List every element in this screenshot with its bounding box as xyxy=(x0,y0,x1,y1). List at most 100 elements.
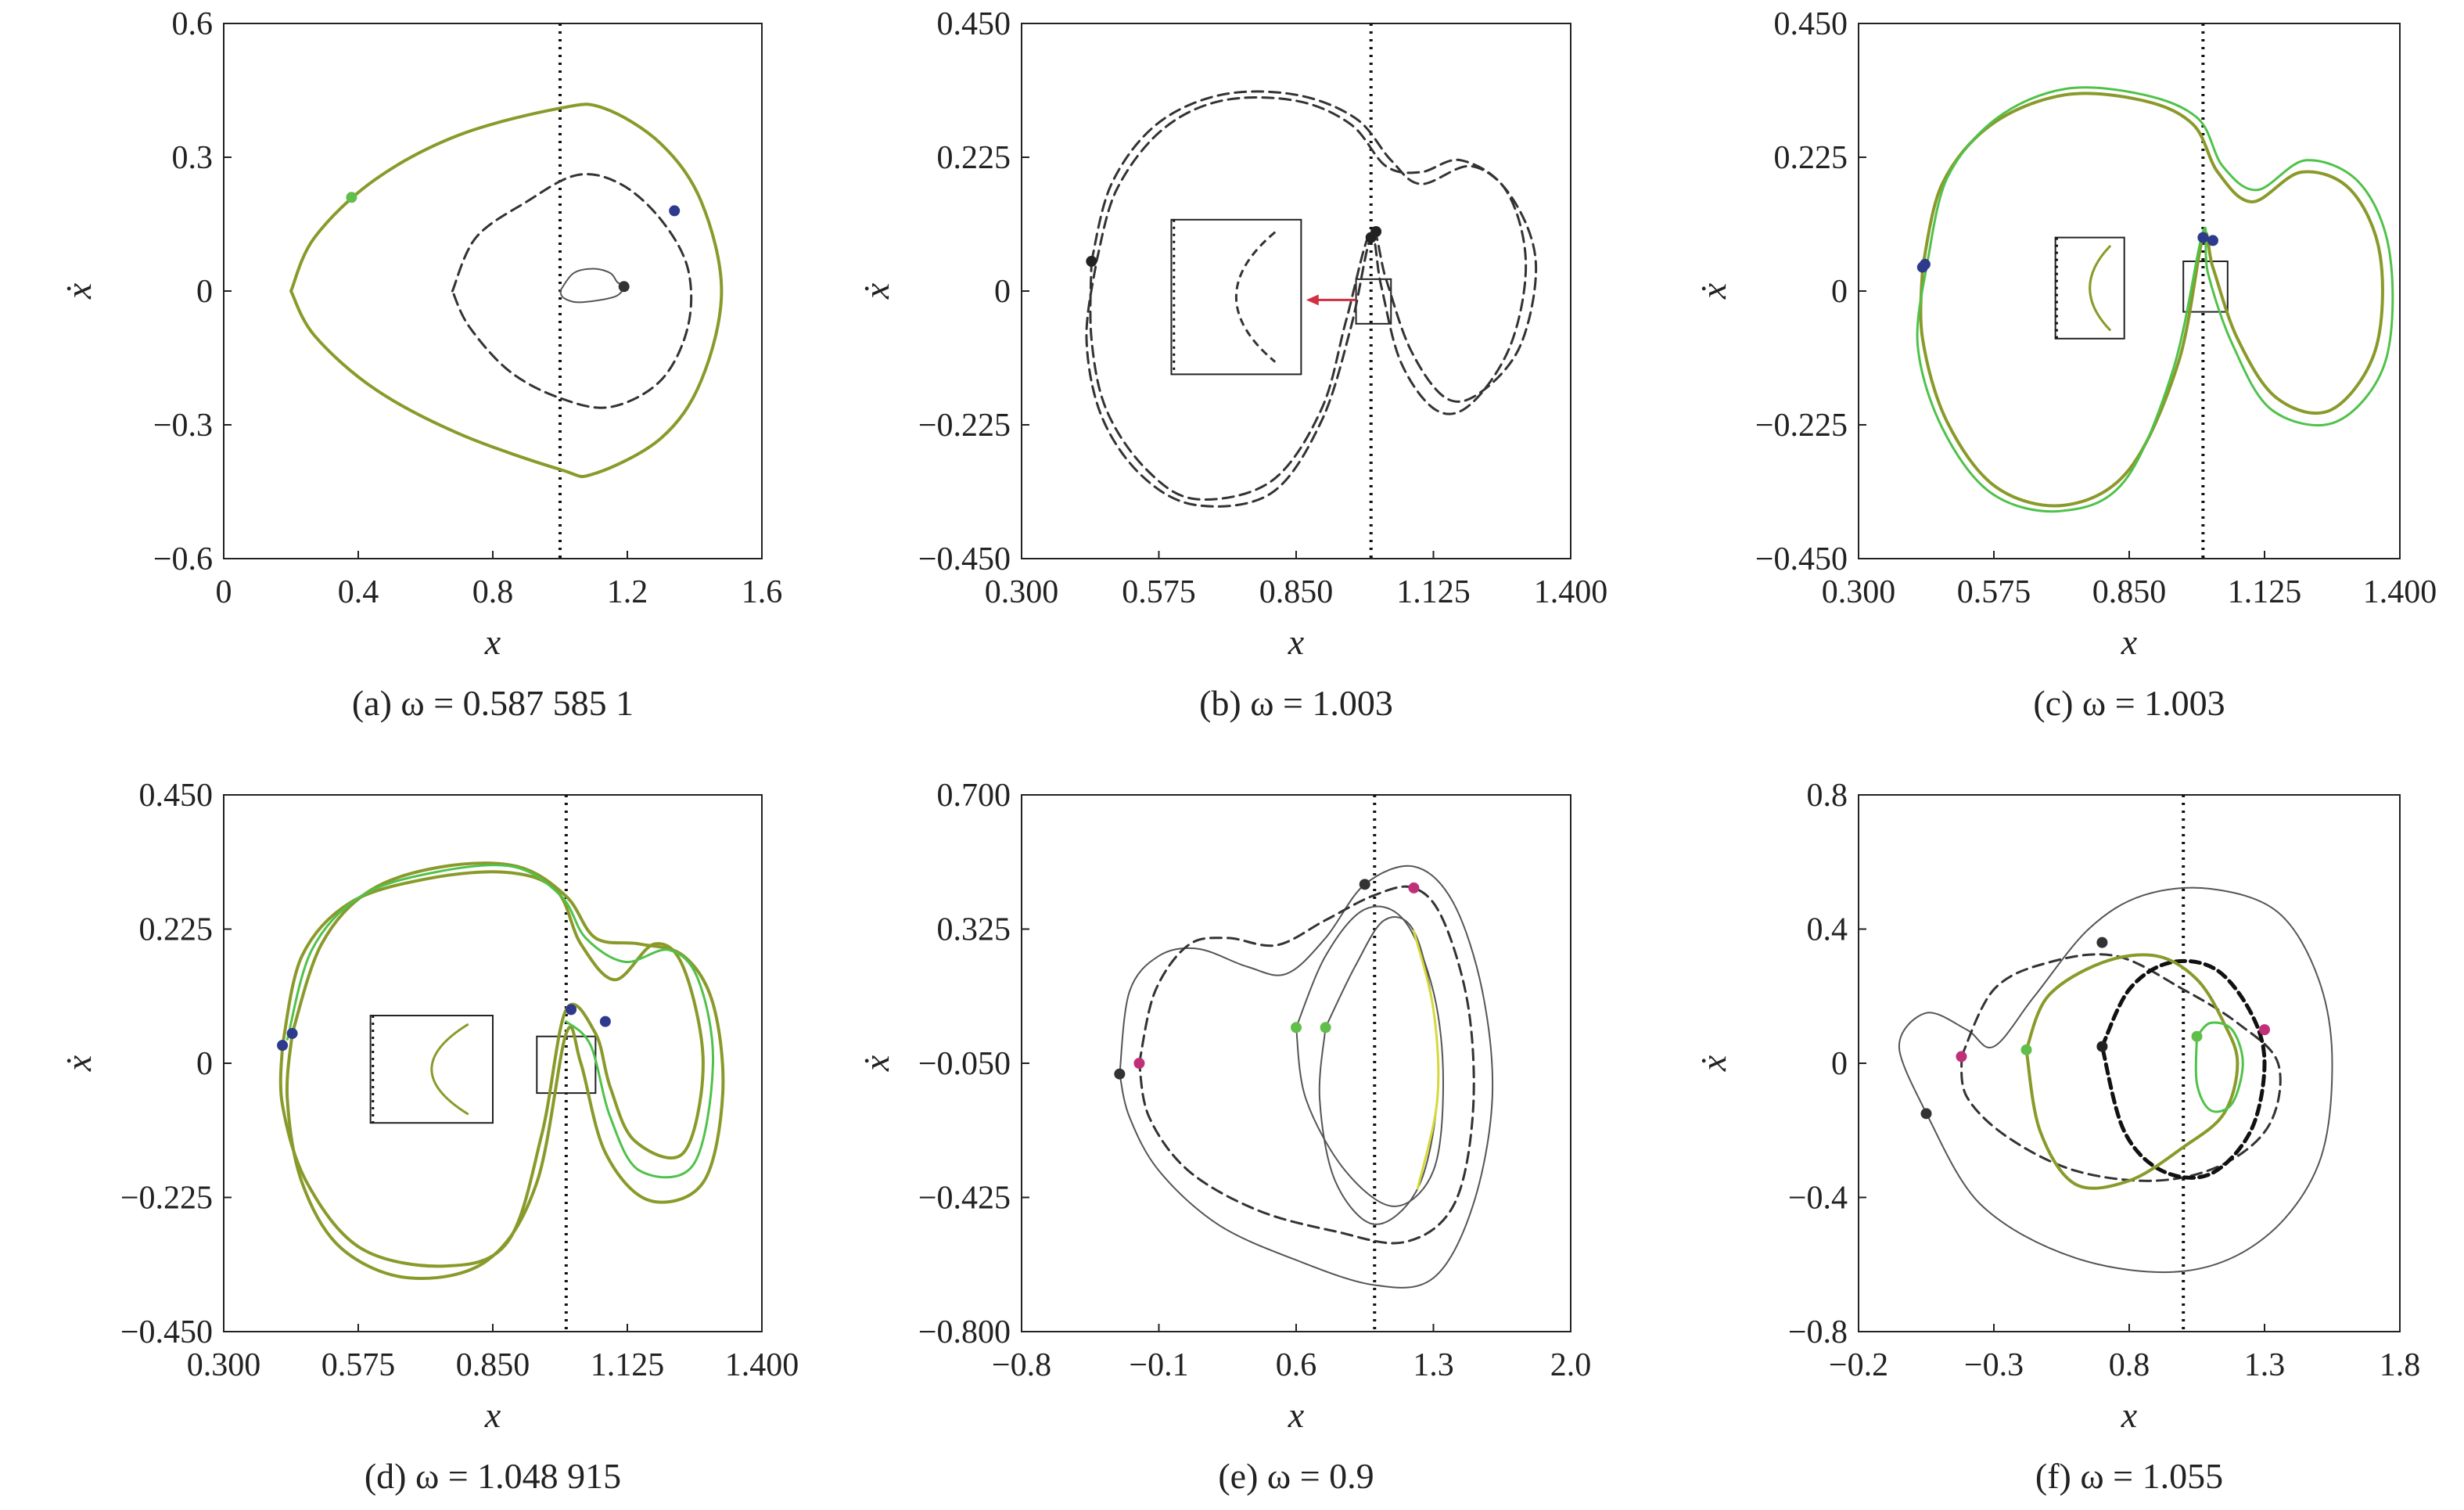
y-tick-label: −0.450 xyxy=(120,1314,213,1350)
x-axis-label: x xyxy=(484,1395,501,1435)
y-tick-label: 0.225 xyxy=(1774,140,1848,176)
y-tick-label: −0.225 xyxy=(120,1181,213,1217)
y-tick-label: −0.450 xyxy=(918,541,1011,577)
y-tick-label: −0.6 xyxy=(153,541,213,577)
poincare-point xyxy=(1291,1022,1302,1034)
poincare-point xyxy=(2096,937,2108,948)
y-tick-label: −0.225 xyxy=(1755,408,1848,444)
x-tick-label: 1.400 xyxy=(2363,574,2437,610)
poincare-point xyxy=(669,205,681,217)
panel-caption: (f) ω = 1.055 xyxy=(2035,1456,2223,1496)
poincare-point xyxy=(618,281,630,293)
trajectory-green xyxy=(286,864,715,1179)
inset-curve xyxy=(430,1023,469,1116)
y-tick-label: 0 xyxy=(1831,274,1848,310)
x-tick-label: 1.125 xyxy=(2228,574,2302,610)
x-tick-label: 1.125 xyxy=(1396,574,1471,610)
panel-caption: (e) ω = 0.9 xyxy=(1218,1456,1374,1496)
trajectory-olive xyxy=(289,102,724,479)
x-tick-label: −0.1 xyxy=(1129,1347,1188,1383)
x-tick-label: −0.8 xyxy=(992,1347,1051,1383)
poincare-point xyxy=(2197,232,2209,243)
y-tick-label: 0 xyxy=(994,274,1011,310)
trajectory-thin xyxy=(1295,905,1444,1207)
x-tick-label: 0.850 xyxy=(456,1347,530,1383)
y-tick-label: 0.700 xyxy=(937,778,1011,814)
poincare-point xyxy=(1408,882,1420,893)
trajectory-dashed xyxy=(1085,96,1528,508)
poincare-point xyxy=(2020,1044,2032,1055)
poincare-point xyxy=(346,192,357,203)
y-tick-label: −0.800 xyxy=(918,1314,1011,1350)
x-tick-label: 1.2 xyxy=(607,574,648,610)
y-tick-label: 0.225 xyxy=(139,912,214,948)
y-tick-label: 0.6 xyxy=(172,6,214,42)
y-tick-label: −0.050 xyxy=(918,1046,1011,1082)
panel-f: −0.2 −0.3 0.8 1.3 1.8 0.8 0.4 0 −0.4 −0.8 x ẋ (f) ω … xyxy=(1694,778,2420,1496)
x-tick-label: 1.3 xyxy=(2244,1347,2286,1383)
y-tick-label: 0.450 xyxy=(937,6,1011,42)
poincare-point xyxy=(1086,256,1097,267)
y-tick-label: 0 xyxy=(196,1046,213,1082)
panel-caption: (b) ω = 1.003 xyxy=(1199,683,1393,723)
y-axis-label: ẋ xyxy=(1694,282,1733,300)
poincare-point xyxy=(1359,879,1370,890)
poincare-point xyxy=(1114,1068,1126,1080)
y-tick-label: −0.8 xyxy=(1788,1314,1848,1350)
zoom-arrow-head xyxy=(1306,294,1319,306)
y-axis-label: ẋ xyxy=(59,1055,99,1072)
plot-area xyxy=(277,795,725,1332)
panel-c: 0.300 0.575 0.850 1.125 1.400 0.450 0.225 0 −0.2… xyxy=(1694,6,2437,723)
trajectory-green xyxy=(1916,86,2394,513)
inset-curve xyxy=(1234,231,1277,363)
y-tick-label: 0.8 xyxy=(1807,778,1848,814)
panel-caption: (a) ω = 0.587 585 1 xyxy=(352,683,634,723)
x-tick-label: 0.300 xyxy=(187,1347,261,1383)
plot-area xyxy=(1898,795,2333,1332)
panel-b: 0.300 0.575 0.850 1.125 1.400 0.450 0.225 0 −0.2… xyxy=(857,6,1607,723)
x-tick-label: 0.4 xyxy=(338,574,379,610)
y-axis-label: ẋ xyxy=(1694,1055,1733,1072)
x-tick-label: 1.3 xyxy=(1413,1347,1454,1383)
poincare-point xyxy=(286,1027,298,1039)
y-axis-label: ẋ xyxy=(857,282,896,300)
y-tick-label: −0.4 xyxy=(1788,1181,1848,1217)
x-tick-label: 2.0 xyxy=(1550,1347,1592,1383)
panel-d: 0.300 0.575 0.850 1.125 1.400 0.450 0.225 0 −0.2… xyxy=(59,778,799,1496)
y-tick-label: 0.450 xyxy=(1774,6,1848,42)
panel-a: 0 0.4 0.8 1.2 1.6 0.6 0.3 0 −0.3 −0.6 x ẋ (a) ω = 0.… xyxy=(59,6,782,723)
x-tick-label: −0.3 xyxy=(1964,1347,2024,1383)
poincare-point xyxy=(1133,1058,1145,1069)
panel-e: −0.8 −0.1 0.6 1.3 2.0 0.700 0.325 −0.050 −0.425 −… xyxy=(857,778,1591,1496)
poincare-point xyxy=(1920,1108,1932,1120)
trajectory-thin xyxy=(559,268,625,304)
y-tick-label: 0.4 xyxy=(1807,912,1848,948)
x-axis-label: x xyxy=(484,622,501,662)
poincare-point xyxy=(566,1004,577,1016)
y-tick-label: 0.3 xyxy=(172,140,214,176)
x-tick-label: 1.125 xyxy=(591,1347,665,1383)
x-axis-label: x xyxy=(2121,1395,2138,1435)
trajectory-olive xyxy=(1919,92,2384,508)
x-tick-label: 0.300 xyxy=(1822,574,1896,610)
y-tick-label: 0 xyxy=(1831,1046,1848,1082)
trajectory-dashedbold xyxy=(2099,958,2267,1180)
trajectory-dashed xyxy=(1089,90,1538,501)
plot-area xyxy=(289,23,724,559)
y-tick-label: −0.3 xyxy=(153,408,213,444)
trajectory-thin xyxy=(1898,886,2333,1274)
y-tick-label: 0.450 xyxy=(139,778,214,814)
x-axis-label: x xyxy=(1288,622,1305,662)
trajectory-olive xyxy=(2024,953,2240,1190)
trajectory-dashed xyxy=(1960,953,2282,1182)
x-tick-label: 0.8 xyxy=(472,574,514,610)
poincare-point xyxy=(599,1016,611,1027)
poincare-point xyxy=(1919,258,1931,270)
poincare-point xyxy=(2259,1024,2270,1036)
y-tick-label: −0.450 xyxy=(1755,541,1848,577)
plot-area xyxy=(1916,23,2394,559)
x-tick-label: 0.850 xyxy=(2092,574,2167,610)
trajectory-olive xyxy=(285,861,725,1280)
plot-area xyxy=(1085,23,1538,559)
